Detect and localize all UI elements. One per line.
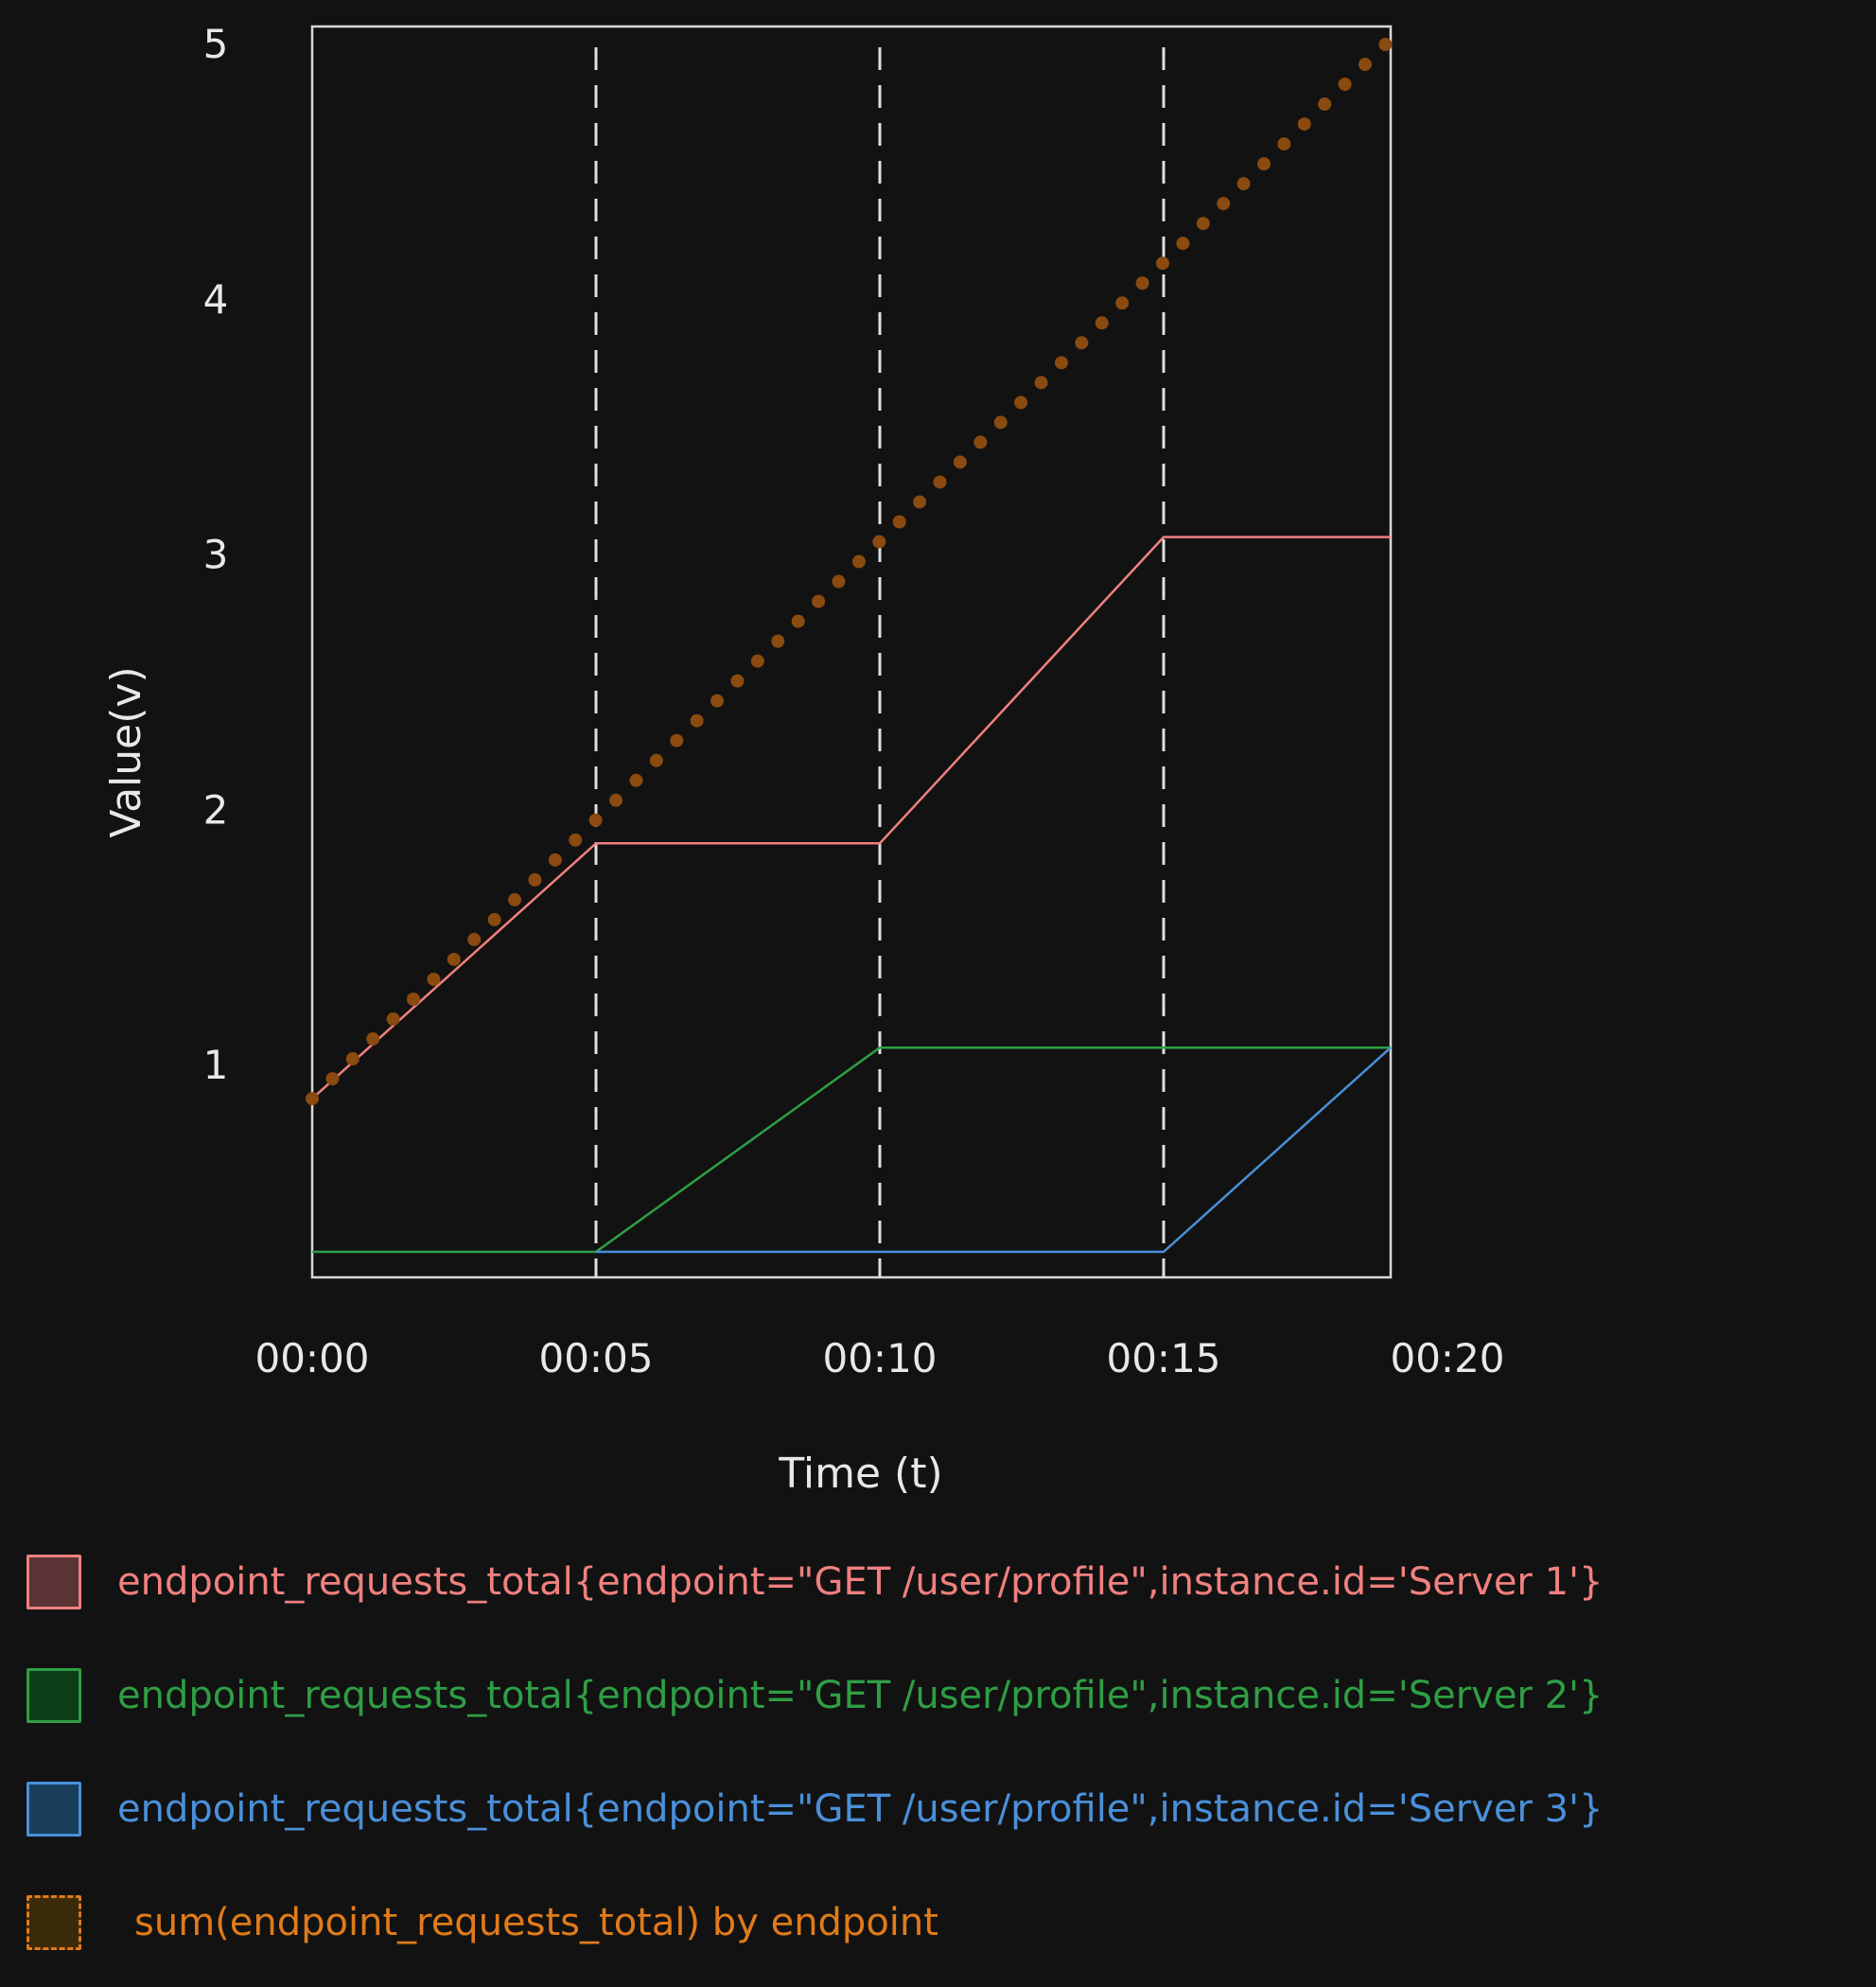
chart: 1 2 3 4 5 00:00 00:05 00:10 00:15 00:20 Time (t)… [102,21,1505,1498]
y-tick-label-5: 5 [203,21,229,67]
y-tick-label-1: 1 [203,1042,229,1088]
legend-swatch-4 [26,1895,81,1950]
vertical-markers [594,47,1166,1277]
x-tick-label-1: 00:00 [254,1335,369,1381]
legend-label-4: sum(endpoint_requests_total) by endpoint [134,1901,938,1944]
legend-swatch-2 [26,1668,81,1723]
legend-item-4: sum(endpoint_requests_total) by endpoint [26,1892,938,1953]
legend-item-1: endpoint_requests_total{endpoint="GET /u… [26,1552,1604,1612]
series-line-4 [306,32,1397,1106]
plot-area [310,25,1393,1279]
x-axis-ticks: 00:00 00:05 00:10 00:15 00:20 [254,1335,1504,1381]
series-line-1 [311,536,1391,1100]
series-line-3 [596,1046,1392,1254]
y-axis-ticks: 1 2 3 4 5 [203,21,229,1088]
legend-label-1: endpoint_requests_total{endpoint="GET /u… [117,1560,1604,1604]
y-tick-label-2: 2 [203,786,229,833]
legend-swatch-1 [26,1555,81,1609]
plot-border [310,25,1393,1279]
series-line-2 [312,1046,1391,1254]
legend-swatch-3 [26,1782,81,1837]
x-tick-label-3: 00:10 [822,1335,937,1381]
legend-label-3: endpoint_requests_total{endpoint="GET /u… [117,1787,1604,1831]
y-axis-title: Value(v) [102,666,150,837]
legend-item-2: endpoint_requests_total{endpoint="GET /u… [26,1665,1604,1726]
x-tick-label-4: 00:15 [1106,1335,1220,1381]
legend-label-2: endpoint_requests_total{endpoint="GET /u… [117,1674,1604,1717]
legend-item-3: endpoint_requests_total{endpoint="GET /u… [26,1779,1604,1839]
y-tick-label-4: 4 [203,276,229,323]
y-tick-label-3: 3 [203,532,229,578]
x-axis-title: Time (t) [778,1450,942,1498]
series-lines [306,32,1397,1254]
x-tick-label-5: 00:20 [1390,1335,1504,1381]
x-tick-label-2: 00:05 [538,1335,653,1381]
